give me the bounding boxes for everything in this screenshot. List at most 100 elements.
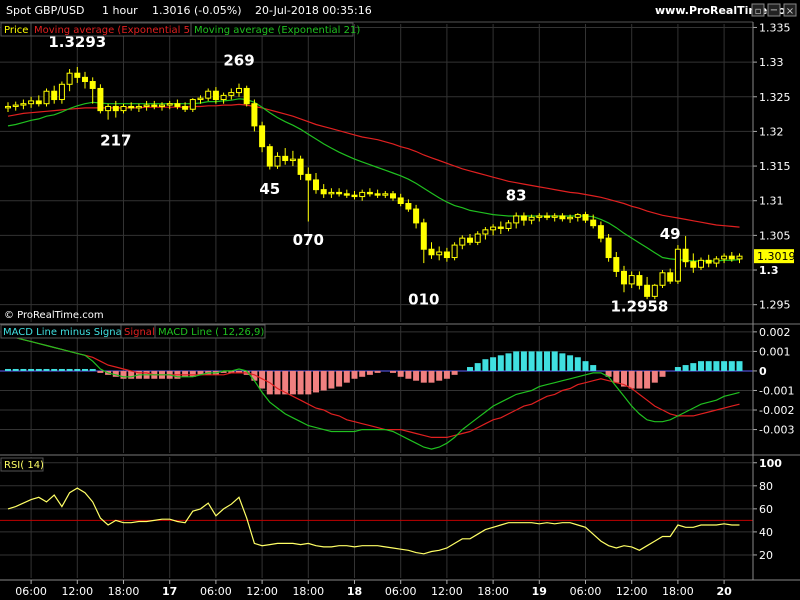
candle [490, 224, 497, 236]
macd-hist-bar [513, 351, 520, 371]
candle [236, 83, 242, 97]
rsi-path [7, 487, 740, 555]
macd-hist-bar [451, 370, 458, 375]
candle-body [698, 259, 704, 268]
time-tick-label: 18:00 [292, 585, 324, 598]
candle [289, 150, 296, 167]
macd-hist-bar [43, 368, 50, 371]
candle-body [359, 191, 366, 198]
candle-body [143, 104, 150, 107]
candle [66, 69, 73, 92]
candle [459, 235, 466, 250]
candle [189, 98, 196, 113]
candle [313, 173, 319, 194]
candle-body [58, 83, 65, 101]
candle [336, 188, 343, 197]
macd-hist-bar [20, 368, 27, 371]
macd-hist-bar [428, 370, 435, 383]
candle [205, 88, 212, 101]
rsi-panel[interactable]: 100 80 60 40 20 RSI( 14) [0, 454, 800, 562]
candle-body [721, 255, 728, 260]
candle [551, 213, 558, 222]
macd-panel[interactable]: 0.002 0.001 0 -0.001 -0.002 -0.003 MACD Line … [0, 323, 800, 450]
candle-body [436, 251, 443, 256]
candle [82, 71, 88, 89]
candle [420, 218, 427, 264]
candle-body [189, 99, 196, 110]
candle-body [467, 237, 473, 243]
candle [243, 85, 250, 107]
candle-body [274, 155, 281, 167]
macd-hist-bar [613, 370, 620, 383]
legend-ema55: Moving average (Exponential 55) [34, 25, 200, 36]
candle [644, 276, 651, 300]
price-annotation: 1.2958 [610, 298, 668, 316]
candle-body [443, 251, 450, 259]
close-button[interactable] [783, 3, 797, 17]
macd-y-tick-label: 0.002 [759, 326, 791, 339]
time-tick-label: 06:00 [570, 585, 602, 598]
candle-body [336, 191, 343, 195]
candle-body [528, 216, 535, 221]
time-tick-label: 12:00 [431, 585, 463, 598]
candle [544, 212, 550, 221]
restore-button[interactable] [751, 3, 765, 17]
macd-hist-bar [559, 353, 566, 371]
macd-hist-bar [736, 361, 743, 371]
candle-body [35, 100, 42, 105]
macd-hist-bar [197, 370, 204, 375]
candle-body [690, 261, 697, 268]
macd-y-tick-label: -0.001 [759, 384, 794, 397]
rsi-y-tick-label: 40 [759, 526, 773, 539]
macd-hist-bar [551, 351, 558, 371]
macd-hist-bar [336, 370, 343, 387]
candle [428, 242, 435, 259]
candle-body [559, 215, 566, 220]
price-y-tick-label: 1.305 [759, 229, 791, 242]
time-tick-label: 18:00 [108, 585, 140, 598]
price-y-tick-label: 1.3 [759, 264, 779, 277]
candle [605, 233, 612, 262]
macd-hist-bar [544, 351, 550, 371]
candle-body [28, 100, 35, 105]
macd-hist-bar [259, 370, 266, 389]
candle [151, 100, 158, 110]
candle [636, 271, 643, 290]
legend-signal: Signal [124, 327, 155, 338]
macd-hist-bar [390, 370, 396, 373]
price-y-tick-label: 1.335 [759, 21, 791, 34]
candle-body [605, 237, 612, 259]
macd-hist-bar [467, 367, 473, 371]
candle-body [366, 191, 373, 195]
candle [713, 256, 720, 268]
candle [212, 87, 219, 104]
candle-body [513, 215, 520, 224]
macd-hist-bar [5, 368, 11, 371]
candle-body [305, 173, 312, 181]
candle-body [212, 90, 219, 101]
legend-ema21: Moving average (Exponential 21) [194, 25, 360, 36]
macd-hist-bar [413, 370, 420, 381]
minimize-button[interactable] [767, 3, 781, 17]
macd-hist-bar [343, 370, 350, 383]
price-y-tick-label: 1.32 [759, 125, 784, 138]
price-annotation: 1.3293 [48, 33, 106, 51]
quote-label: 1.3016 (-0.05%) [152, 4, 241, 17]
candle [174, 99, 181, 110]
datetime-label: 20-Jul-2018 00:35:16 [255, 4, 372, 17]
candle [220, 92, 227, 104]
candle [143, 100, 150, 111]
candle-body [413, 208, 420, 224]
candle-body [374, 193, 381, 196]
macd-hist-bar [189, 370, 196, 377]
candle [159, 102, 165, 111]
macd-hist-bar [320, 370, 327, 391]
macd-hist-bar [51, 368, 58, 371]
candle [451, 242, 458, 261]
time-tick-label: 12:00 [616, 585, 648, 598]
macd-hist-bar [289, 370, 296, 395]
candle-body [220, 94, 227, 101]
candle-body [659, 272, 666, 286]
macd-hist-bar [636, 370, 643, 389]
